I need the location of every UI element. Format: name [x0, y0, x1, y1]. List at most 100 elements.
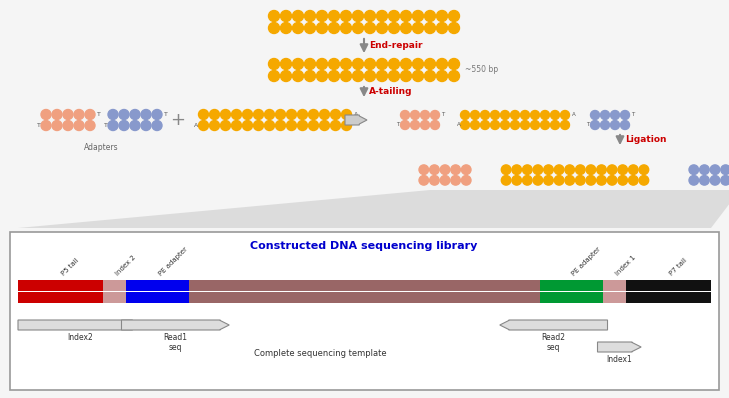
- Circle shape: [281, 23, 292, 33]
- Circle shape: [502, 165, 511, 174]
- Circle shape: [721, 176, 729, 185]
- Circle shape: [198, 121, 208, 131]
- Circle shape: [448, 23, 459, 33]
- Circle shape: [297, 121, 308, 131]
- Circle shape: [565, 176, 574, 185]
- Circle shape: [597, 176, 607, 185]
- Circle shape: [389, 23, 399, 33]
- Circle shape: [491, 111, 499, 119]
- Text: Read1
seq: Read1 seq: [163, 333, 187, 352]
- Circle shape: [410, 121, 419, 129]
- Circle shape: [209, 109, 219, 119]
- Circle shape: [308, 109, 319, 119]
- Circle shape: [710, 176, 720, 185]
- Circle shape: [389, 10, 399, 21]
- Text: Index2: Index2: [67, 333, 93, 342]
- Circle shape: [544, 165, 553, 174]
- Circle shape: [254, 109, 263, 119]
- Circle shape: [501, 121, 510, 129]
- Circle shape: [607, 176, 617, 185]
- Bar: [190, 280, 539, 291]
- Text: PE adapter: PE adapter: [158, 246, 189, 277]
- Circle shape: [628, 165, 638, 174]
- Circle shape: [721, 165, 729, 174]
- Circle shape: [329, 10, 340, 21]
- Circle shape: [41, 121, 51, 131]
- Circle shape: [364, 10, 375, 21]
- Circle shape: [329, 59, 340, 70]
- Circle shape: [130, 121, 140, 131]
- Text: T: T: [104, 123, 108, 128]
- Circle shape: [308, 121, 319, 131]
- Circle shape: [292, 59, 303, 70]
- Polygon shape: [500, 320, 607, 330]
- Circle shape: [429, 165, 439, 174]
- Circle shape: [305, 10, 316, 21]
- Text: Constructed DNA sequencing library: Constructed DNA sequencing library: [250, 241, 477, 251]
- Bar: [103, 280, 127, 291]
- Circle shape: [521, 121, 529, 129]
- Circle shape: [575, 176, 585, 185]
- Circle shape: [243, 121, 252, 131]
- Bar: [626, 292, 711, 303]
- Circle shape: [297, 109, 308, 119]
- Bar: [626, 280, 711, 291]
- Circle shape: [292, 23, 303, 33]
- Circle shape: [424, 10, 435, 21]
- Circle shape: [586, 165, 596, 174]
- Circle shape: [220, 109, 230, 119]
- Circle shape: [470, 111, 480, 119]
- Circle shape: [329, 23, 340, 33]
- Text: T: T: [37, 123, 41, 128]
- Bar: [127, 280, 190, 291]
- Circle shape: [340, 23, 351, 33]
- Circle shape: [341, 109, 351, 119]
- Circle shape: [554, 176, 564, 185]
- Circle shape: [281, 59, 292, 70]
- Text: T: T: [631, 113, 635, 117]
- Circle shape: [340, 10, 351, 21]
- Circle shape: [220, 121, 230, 131]
- Circle shape: [448, 70, 459, 82]
- Circle shape: [141, 121, 151, 131]
- Circle shape: [330, 121, 340, 131]
- Circle shape: [276, 121, 286, 131]
- Circle shape: [400, 121, 410, 129]
- Circle shape: [689, 176, 698, 185]
- Circle shape: [590, 111, 599, 119]
- Polygon shape: [122, 320, 229, 330]
- Circle shape: [413, 10, 424, 21]
- Circle shape: [319, 109, 330, 119]
- Circle shape: [480, 111, 489, 119]
- Circle shape: [597, 165, 607, 174]
- Circle shape: [610, 121, 620, 129]
- Circle shape: [639, 165, 649, 174]
- Circle shape: [521, 111, 529, 119]
- Circle shape: [268, 10, 279, 21]
- Circle shape: [305, 59, 316, 70]
- Circle shape: [376, 10, 388, 21]
- Bar: [602, 292, 626, 303]
- Circle shape: [440, 176, 450, 185]
- Polygon shape: [18, 190, 729, 228]
- Circle shape: [689, 165, 698, 174]
- Circle shape: [319, 121, 330, 131]
- Circle shape: [364, 70, 375, 82]
- Circle shape: [389, 59, 399, 70]
- Bar: [103, 292, 127, 303]
- Circle shape: [550, 111, 559, 119]
- Circle shape: [340, 59, 351, 70]
- Circle shape: [628, 176, 638, 185]
- Polygon shape: [345, 115, 367, 125]
- Circle shape: [316, 70, 327, 82]
- Text: A: A: [354, 112, 358, 117]
- Bar: [602, 280, 626, 291]
- Circle shape: [501, 111, 510, 119]
- Circle shape: [424, 59, 435, 70]
- Circle shape: [461, 165, 471, 174]
- Circle shape: [265, 109, 275, 119]
- Polygon shape: [598, 342, 641, 352]
- Circle shape: [85, 121, 95, 131]
- Circle shape: [232, 109, 241, 119]
- Circle shape: [198, 109, 208, 119]
